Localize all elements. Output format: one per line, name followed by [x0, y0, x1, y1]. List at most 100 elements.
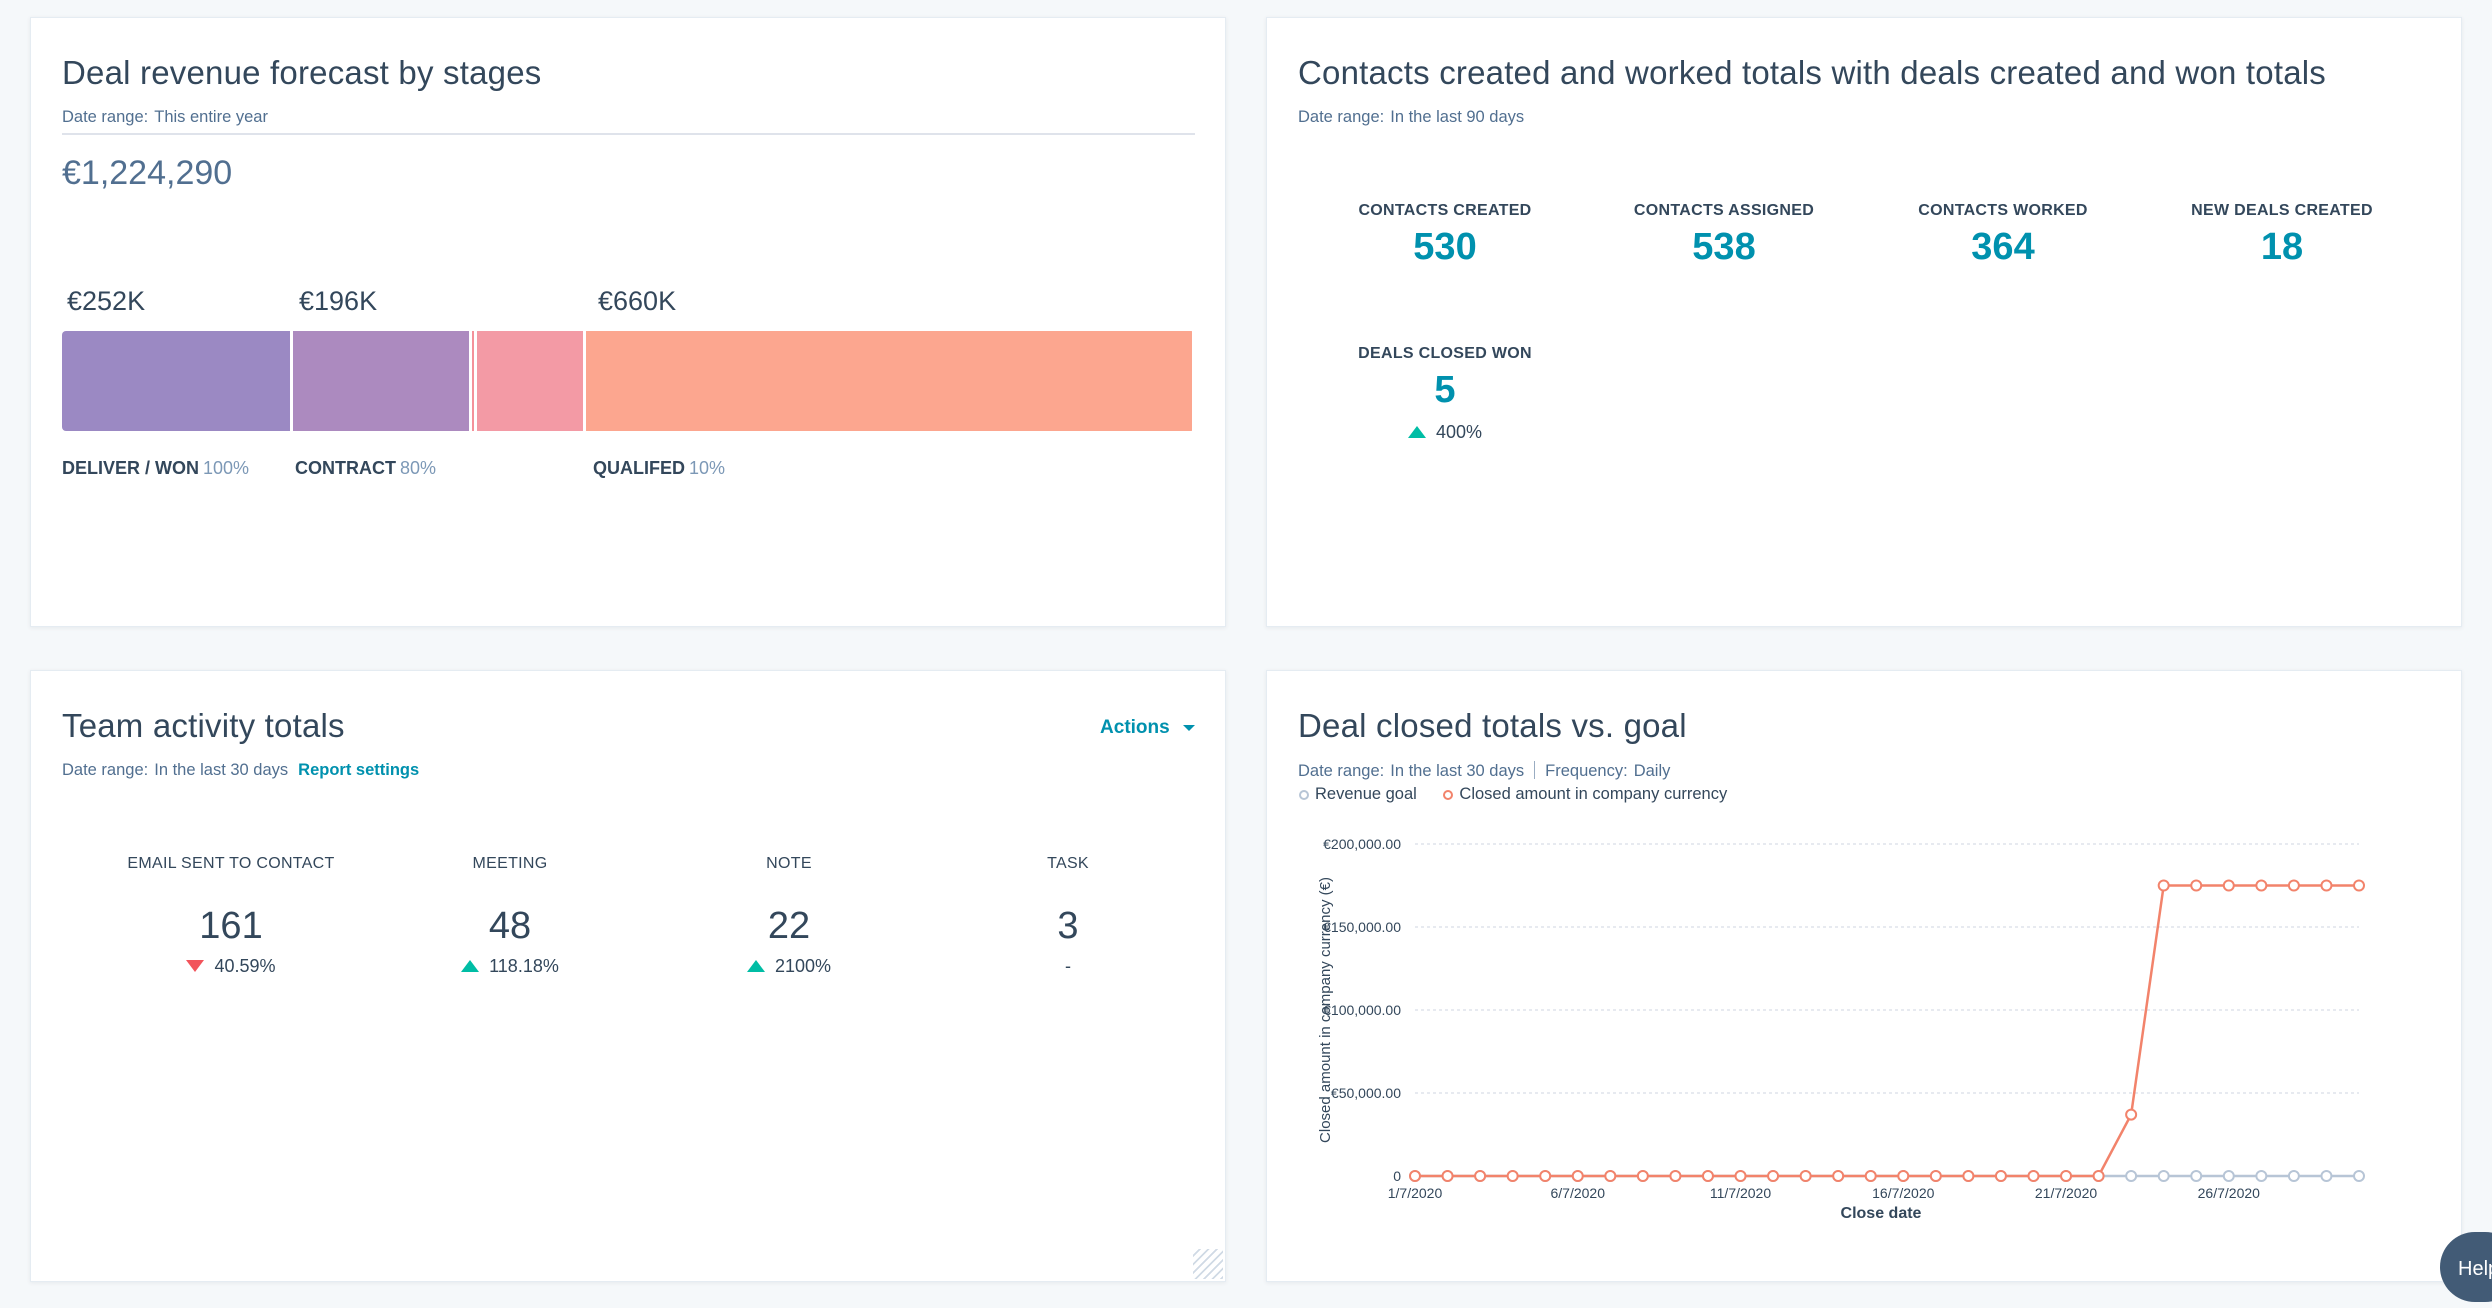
kpi-contacts-assigned[interactable]: CONTACTS ASSIGNED 538 — [1594, 202, 1854, 269]
stage-pct: 80% — [400, 458, 437, 478]
activity-value: 48 — [488, 905, 532, 947]
data-point — [2092, 1170, 2105, 1182]
legend-label: Revenue goal — [1315, 785, 1417, 803]
y-tick-label: €100,000.00 — [1323, 1002, 1401, 1018]
activity-note[interactable]: NOTE 22 2100% — [649, 855, 929, 977]
data-point — [2353, 879, 2365, 892]
data-point — [2190, 1170, 2203, 1182]
y-tick-label: 0 — [1393, 1168, 1401, 1184]
report-settings-link[interactable]: Report settings — [298, 761, 420, 779]
kpi-label: CONTACTS WORKED — [1918, 202, 2088, 219]
date-range-label: Date range: — [62, 108, 149, 126]
date-range-label: Date range: — [1298, 762, 1385, 780]
date-range-label: Date range: — [1298, 108, 1385, 126]
contacts-title: Contacts created and worked totals with … — [1298, 54, 2327, 91]
data-point — [1474, 1170, 1487, 1182]
data-point — [2320, 879, 2333, 892]
kpi-label: DEALS CLOSED WON — [1358, 345, 1532, 362]
resize-handle-icon[interactable] — [1193, 1249, 1223, 1279]
data-point — [2190, 879, 2203, 892]
stage-segment-deliver-won[interactable] — [62, 331, 290, 431]
forecast-total: €1,224,290 — [62, 154, 233, 192]
kpi-deals-closed-won[interactable]: DEALS CLOSED WON 5 400% — [1315, 345, 1575, 443]
kpi-value: 364 — [1971, 226, 2035, 268]
deal-goal-card: Deal closed totals vs. goal Date range: I… — [1266, 670, 2462, 1282]
activity-email-sent[interactable]: EMAIL SENT TO CONTACT 161 40.59% — [91, 855, 371, 977]
data-point — [1441, 1170, 1454, 1182]
data-point — [1832, 1170, 1845, 1182]
data-point — [2157, 879, 2170, 892]
activity-label: TASK — [1047, 855, 1089, 872]
kpi-value: 5 — [1434, 369, 1456, 411]
trend-up-icon — [746, 960, 765, 972]
x-tick-label: 26/7/2020 — [2198, 1185, 2260, 1201]
chart-legend: Revenue goal Closed amount in company cu… — [1299, 785, 1727, 804]
trend-up-icon — [461, 960, 480, 972]
deal-goal-line-chart: 0 €50,000.00 €100,000.00 €150,000.00 €200,00… — [1317, 836, 2365, 1222]
activity-label: EMAIL SENT TO CONTACT — [127, 855, 335, 872]
activity-value: 22 — [767, 905, 811, 947]
kpi-new-deals-created[interactable]: NEW DEALS CREATED 18 — [2152, 202, 2412, 269]
data-point — [2027, 1170, 2040, 1182]
y-tick-label: €50,000.00 — [1331, 1085, 1401, 1101]
stage-pct: 10% — [689, 458, 726, 478]
date-range-label: Date range: — [62, 761, 149, 779]
deal-goal-filters: Date range: In the last 30 days Frequency:… — [1298, 761, 1670, 781]
deal-goal-title: Deal closed totals vs. goal — [1298, 707, 1687, 744]
data-point — [2125, 1108, 2138, 1121]
segment-amount: €196K — [299, 286, 378, 316]
contacts-card: Contacts created and worked totals with … — [1266, 17, 2462, 627]
actions-dropdown[interactable]: Actions — [1100, 717, 1195, 739]
stage-segment-contract[interactable] — [292, 331, 470, 431]
team-title: Team activity totals — [62, 707, 345, 744]
data-point — [1929, 1170, 1942, 1182]
legend-marker-icon — [1443, 790, 1454, 800]
trend-down-icon — [186, 960, 205, 972]
x-tick-label: 11/7/2020 — [1710, 1185, 1771, 1201]
stage-pct: 100% — [203, 458, 250, 478]
legend-item-revenue-goal[interactable]: Revenue goal — [1299, 785, 1417, 803]
stage-segment-pink[interactable] — [477, 331, 583, 431]
stage-bar — [62, 331, 1195, 431]
activity-meeting[interactable]: MEETING 48 118.18% — [370, 855, 650, 977]
legend-item-closed-amount[interactable]: Closed amount in company currency — [1421, 785, 1727, 803]
kpi-value: 538 — [1692, 226, 1756, 268]
activity-change-value: 118.18% — [489, 956, 559, 976]
activity-change: 118.18% — [370, 956, 650, 977]
activity-task[interactable]: TASK 3 - — [928, 855, 1208, 977]
activity-change-value: 40.59% — [214, 956, 276, 976]
x-tick-label: 21/7/2020 — [2035, 1185, 2097, 1201]
actions-label: Actions — [1100, 717, 1170, 738]
frequency-value: Daily — [1633, 762, 1671, 780]
date-range-value: In the last 90 days — [1390, 108, 1525, 126]
y-tick-label: €150,000.00 — [1323, 919, 1401, 935]
data-point — [1701, 1170, 1714, 1182]
stage-segment-qualified[interactable] — [585, 331, 1192, 431]
activity-label: MEETING — [472, 855, 548, 872]
kpi-contacts-worked[interactable]: CONTACTS WORKED 364 — [1873, 202, 2133, 269]
series-line — [1415, 884, 2359, 1178]
activity-change: 40.59% — [91, 956, 371, 977]
activity-label: NOTE — [766, 855, 812, 872]
separator — [1534, 761, 1536, 779]
data-point — [1539, 1170, 1552, 1182]
data-point — [2255, 879, 2268, 892]
help-button[interactable]: Help — [2440, 1232, 2492, 1302]
forecast-card: Deal revenue forecast by stages Date ran… — [30, 17, 1226, 627]
stage-label-qualified: QUALIFED 10% — [593, 458, 725, 479]
kpi-label: NEW DEALS CREATED — [2191, 202, 2373, 219]
trend-up-icon — [1407, 426, 1426, 438]
activity-change: 2100% — [649, 956, 929, 977]
kpi-contacts-created[interactable]: CONTACTS CREATED 530 — [1315, 202, 1575, 269]
stage-segment-small[interactable] — [472, 331, 475, 431]
stage-name: QUALIFED — [593, 458, 685, 478]
data-point — [1962, 1170, 1975, 1182]
data-point — [1669, 1170, 1682, 1182]
stage-name: DELIVER / WON — [62, 458, 200, 478]
data-point — [2222, 879, 2235, 892]
data-point — [1571, 1170, 1584, 1182]
data-point — [2287, 1170, 2300, 1182]
data-point — [2320, 1170, 2333, 1182]
y-tick-label: €200,000.00 — [1323, 836, 1401, 852]
data-point — [1767, 1170, 1780, 1182]
